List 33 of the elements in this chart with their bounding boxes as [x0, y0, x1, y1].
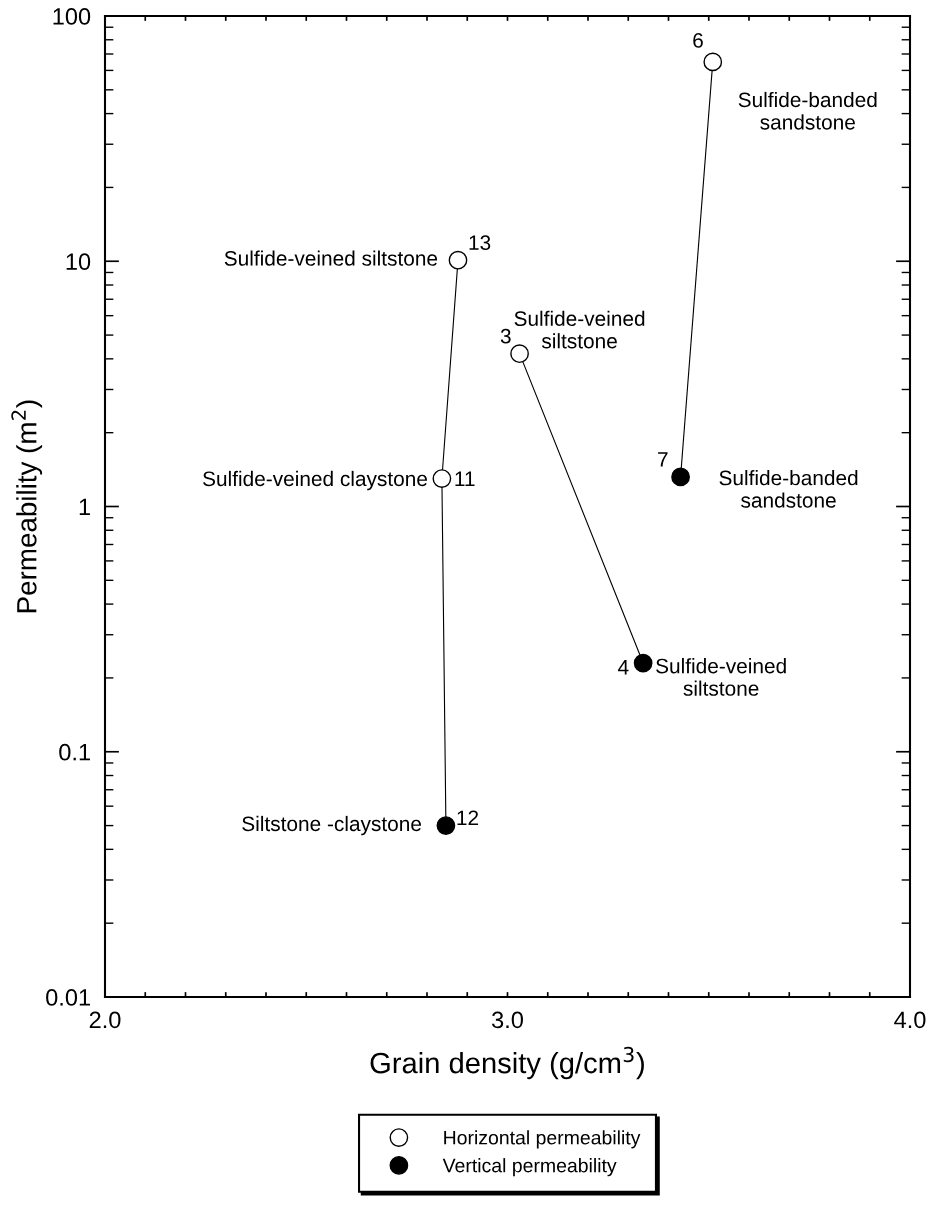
x-tick-label: 3.0	[491, 1011, 523, 1029]
point	[436, 816, 456, 835]
annotation: Siltstone -claystone	[242, 815, 421, 836]
annotation: Sulfide-veined siltstone	[656, 658, 786, 696]
point	[510, 344, 529, 364]
legend-label: Horizontal permeability	[444, 1130, 641, 1149]
legend-label: Vertical permeability	[442, 1158, 617, 1177]
point	[432, 469, 452, 488]
y-tick-label: 0.1	[59, 743, 90, 761]
y-tick-label: 0.01	[46, 989, 90, 1006]
point	[448, 250, 468, 270]
annotation: 6	[693, 33, 703, 48]
y-axis-title: Permeability (m$^{2}$)	[11, 400, 43, 613]
point	[633, 653, 653, 673]
annotation: 7	[658, 452, 668, 467]
annotation: 13	[469, 235, 491, 251]
annotation: Sulfide-veined siltstone	[224, 250, 438, 266]
annotation: 3	[500, 328, 511, 344]
annotation: Sulfide-veined claystone	[203, 470, 427, 491]
annotation: 4	[618, 660, 629, 675]
annotation: 12	[457, 810, 479, 825]
annotation: Sulfide-banded sandstone	[738, 91, 877, 130]
annotation: Sulfide-banded sandstone	[719, 470, 858, 508]
y-tick-label: 1	[79, 498, 90, 516]
annotation: Sulfide-veined siltstone	[514, 310, 645, 349]
annotation: 11	[455, 471, 475, 486]
y-tick-label: 10	[66, 253, 91, 271]
x-axis-title: Grain density (g/cm$^{3}$)	[370, 1046, 644, 1080]
point	[703, 52, 723, 72]
x-tick-label: 2.0	[89, 1011, 121, 1029]
y-tick-label: 100	[53, 8, 91, 25]
point	[671, 467, 690, 487]
x-tick-label: 4.0	[894, 1011, 926, 1029]
